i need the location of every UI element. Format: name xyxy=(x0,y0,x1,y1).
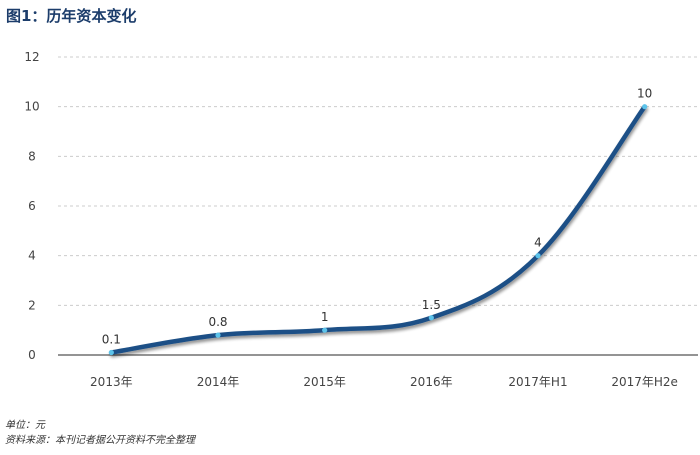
source-note: 资料来源：本刊记者据公开资料不完全整理 xyxy=(5,435,195,446)
x-tick-label: 2015年 xyxy=(303,375,346,389)
unit-note: 单位：元 xyxy=(5,420,45,431)
data-label: 4 xyxy=(534,236,542,250)
data-label: 0.8 xyxy=(208,315,227,329)
series-line-path xyxy=(109,104,647,355)
data-point xyxy=(108,349,114,356)
series-line xyxy=(109,104,647,355)
data-label: 10 xyxy=(637,87,652,101)
gridlines xyxy=(58,56,698,356)
x-tick-label: 2014年 xyxy=(197,375,240,389)
x-axis-ticks: 2013年 2014年 2015年 2016年 2017年H1 2017年H2e xyxy=(90,375,678,389)
chart-title: 图1：历年资本变化 xyxy=(6,7,137,25)
x-tick-label: 2013年 xyxy=(90,375,133,389)
data-point xyxy=(642,104,648,110)
x-tick-label: 2016年 xyxy=(410,375,453,389)
data-point xyxy=(428,315,434,321)
data-label: 0.1 xyxy=(102,333,121,347)
y-tick-label: 6 xyxy=(28,199,36,213)
y-tick-label: 0 xyxy=(28,348,36,362)
y-axis-ticks: 0 2 4 6 8 10 12 xyxy=(24,50,39,362)
y-tick-label: 2 xyxy=(28,298,36,312)
y-tick-label: 8 xyxy=(28,149,36,163)
y-tick-label: 12 xyxy=(24,50,39,64)
x-tick-label: 2017年H2e xyxy=(611,375,678,389)
data-point xyxy=(322,327,328,333)
data-point xyxy=(215,332,221,338)
y-tick-label: 4 xyxy=(28,249,36,263)
data-label: 1.5 xyxy=(422,298,441,312)
series-markers xyxy=(108,104,648,356)
x-tick-label: 2017年H1 xyxy=(508,375,567,389)
data-point xyxy=(535,253,541,259)
data-label: 1 xyxy=(321,310,329,324)
data-labels: 0.1 0.8 1 1.5 4 10 xyxy=(102,87,653,347)
y-tick-label: 10 xyxy=(24,100,39,114)
